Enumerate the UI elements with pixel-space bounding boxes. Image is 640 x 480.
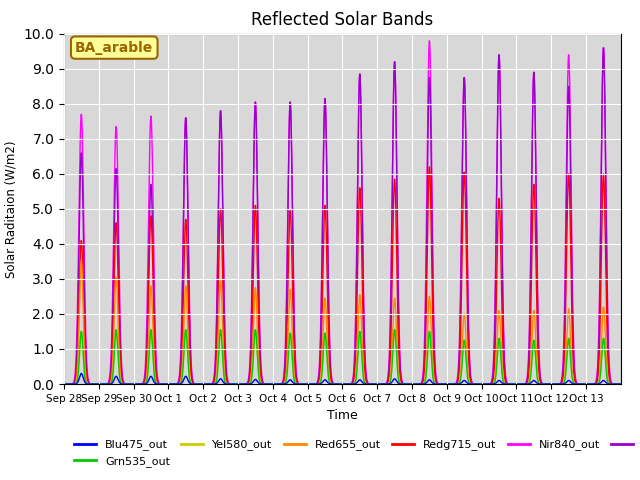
Y-axis label: Solar Raditaion (W/m2): Solar Raditaion (W/m2)	[5, 140, 18, 277]
Text: BA_arable: BA_arable	[75, 41, 154, 55]
X-axis label: Time: Time	[327, 409, 358, 422]
Title: Reflected Solar Bands: Reflected Solar Bands	[252, 11, 433, 29]
Legend: Blu475_out, Grn535_out, Yel580_out, Red655_out, Redg715_out, Nir840_out, Nir945_: Blu475_out, Grn535_out, Yel580_out, Red6…	[70, 435, 640, 471]
